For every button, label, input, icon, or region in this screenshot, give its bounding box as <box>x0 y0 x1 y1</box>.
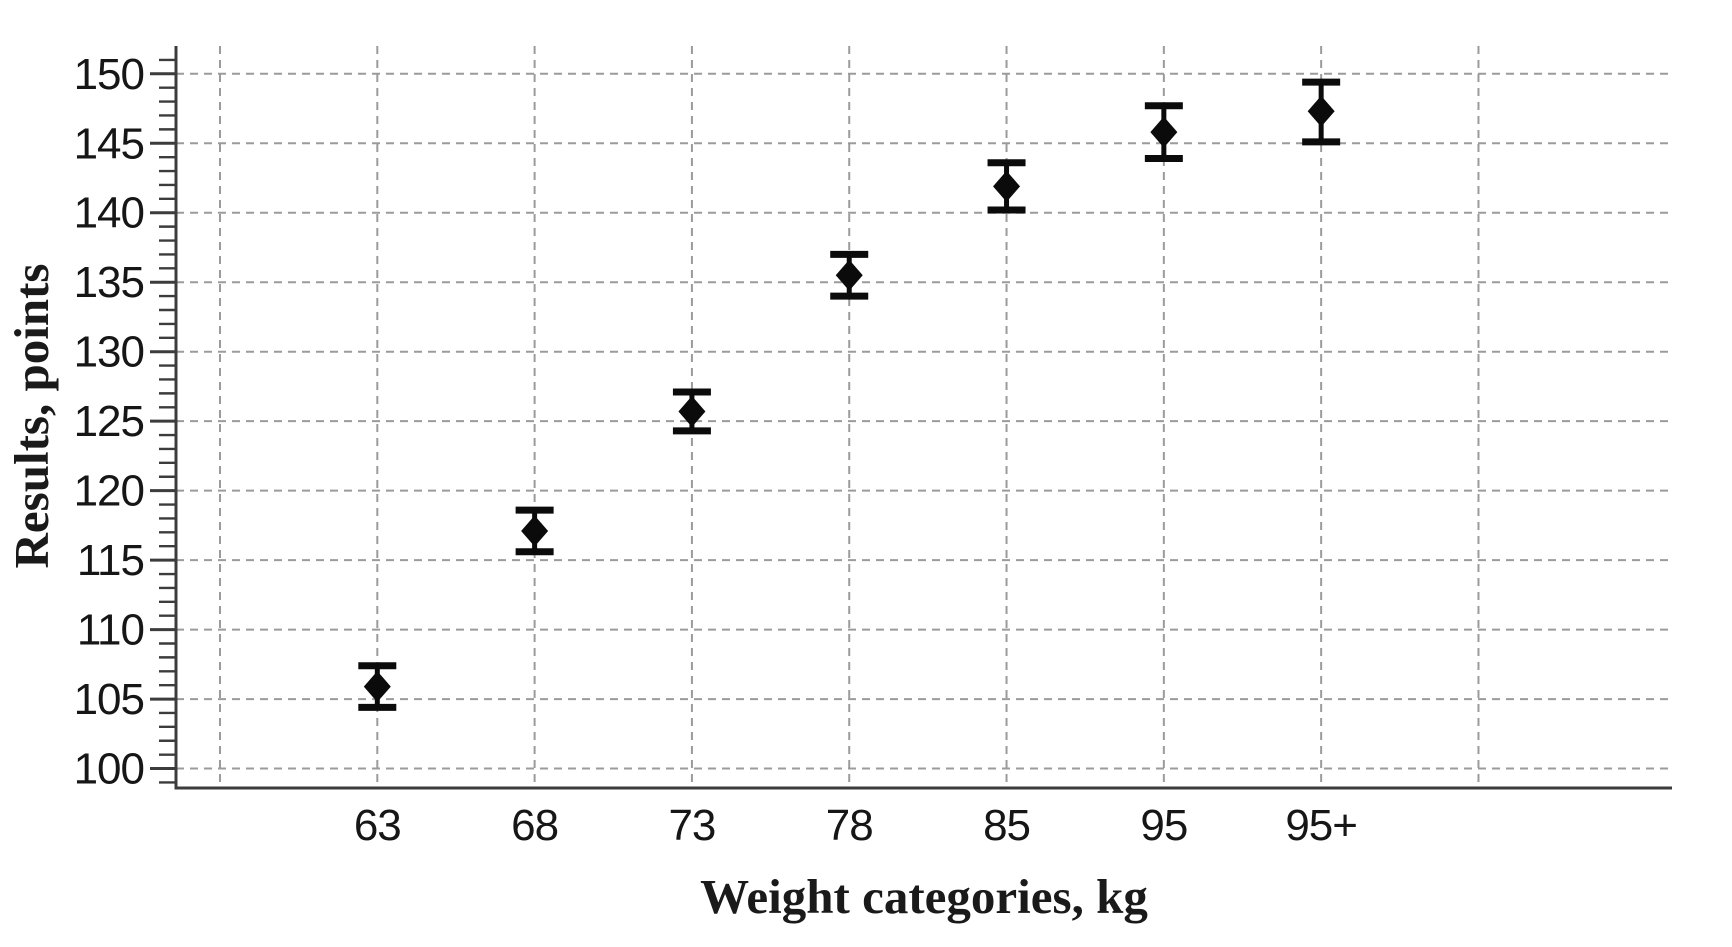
diamond-marker <box>1307 95 1335 127</box>
data-series-errorbars <box>358 78 1341 711</box>
x-tick-label: 95 <box>1140 801 1187 850</box>
x-tick-label: 78 <box>826 801 873 850</box>
y-tick-label: 140 <box>74 189 144 238</box>
y-axis-ticks <box>150 58 176 784</box>
y-tick-label: 100 <box>74 745 144 794</box>
errorbar-point <box>830 250 869 300</box>
errorbar-point <box>987 159 1026 214</box>
y-tick-label: 125 <box>74 397 144 446</box>
y-tick-label: 105 <box>74 675 144 724</box>
errorbar-point <box>672 388 711 435</box>
x-tick-label: 85 <box>983 801 1030 850</box>
horizontal-gridlines <box>176 72 1672 770</box>
diamond-marker <box>1150 116 1178 148</box>
y-tick-label: 145 <box>74 119 144 168</box>
x-tick-label: 68 <box>511 801 558 850</box>
y-tick-label: 150 <box>74 50 144 99</box>
x-tick-label: 63 <box>354 801 401 850</box>
errorbar-point <box>515 506 554 556</box>
diamond-marker <box>678 395 706 427</box>
x-axis-title: Weight categories, kg <box>700 869 1148 924</box>
errorbar-point <box>1144 102 1183 163</box>
x-tick-label: 73 <box>668 801 715 850</box>
x-tick-label: 95+ <box>1285 801 1357 850</box>
y-tick-label: 120 <box>74 467 144 516</box>
y-tick-label: 130 <box>74 328 144 377</box>
errorbar-point <box>358 662 397 711</box>
errorbar-point <box>1302 78 1341 146</box>
diamond-marker <box>363 671 391 703</box>
y-tick-label: 115 <box>77 536 144 585</box>
x-tick-labels: 63 68 73 78 85 95 95+ <box>354 801 1358 850</box>
y-tick-label: 135 <box>74 258 144 307</box>
y-tick-label: 110 <box>77 606 144 655</box>
diamond-marker <box>993 170 1021 202</box>
vertical-gridlines <box>219 46 1480 788</box>
diamond-marker <box>835 259 863 291</box>
y-axis-title: Results, points <box>4 264 59 569</box>
diamond-marker <box>521 515 549 547</box>
y-tick-labels: 100 105 110 115 120 125 130 135 140 145 150 <box>74 50 145 794</box>
